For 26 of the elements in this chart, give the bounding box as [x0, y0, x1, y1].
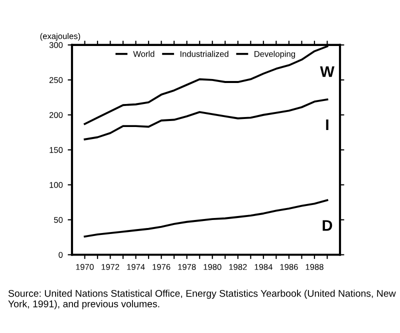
y-tick-label: 250	[49, 77, 63, 84]
legend-label: World	[133, 50, 154, 57]
x-tick-label: 1970	[76, 264, 94, 270]
x-tick-label: 1982	[229, 264, 247, 270]
annotation: I	[326, 120, 328, 130]
x-tick-label: 1976	[152, 264, 170, 270]
x-tick-label: 1988	[306, 264, 324, 270]
x-tick-label: 1978	[178, 264, 196, 270]
y-tick-label: 200	[49, 112, 63, 118]
x-tick-label: 1972	[102, 264, 120, 270]
annotation: D	[322, 220, 332, 231]
legend-label: Industrialized	[180, 50, 228, 57]
source-note: Source: United Nations Statistical Office, Energy Statistics Yearbook (United Nations, New York, 1991), and previous volumes.	[8, 290, 396, 310]
annotation: W	[320, 66, 334, 77]
y-tick-label: 50	[54, 216, 63, 223]
x-tick-label: 1980	[204, 264, 222, 270]
y-tick-label: 0	[58, 252, 63, 258]
x-tick-label: 1984	[254, 264, 272, 270]
y-tick-label: 300	[49, 42, 63, 48]
x-tick-label: 1974	[127, 264, 145, 270]
x-tick-label: 1986	[280, 264, 298, 270]
y-axis-title: (exajoules)	[40, 32, 80, 41]
legend-label: Developing	[254, 50, 295, 59]
line-series	[84, 98, 328, 140]
y-tick-label: 100	[50, 182, 63, 188]
y-tick-label: 150	[50, 147, 63, 153]
